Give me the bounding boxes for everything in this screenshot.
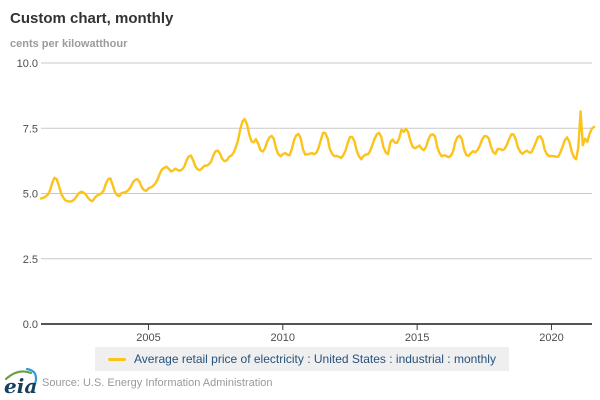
eia-logo: eia — [4, 367, 38, 398]
y-tick-label: 10.0 — [17, 58, 38, 70]
x-tick-label: 2005 — [136, 332, 160, 344]
y-tick-label: 2.5 — [23, 254, 38, 266]
x-tick-label: 2020 — [539, 332, 563, 344]
y-axis-unit-label: cents per kilowatthour — [10, 38, 128, 50]
logo-blue-swoosh — [25, 367, 38, 386]
y-tick-label: 0.0 — [23, 319, 38, 331]
x-tick-label: 2010 — [271, 332, 295, 344]
page-title: Custom chart, monthly — [10, 10, 174, 27]
logo-text: eia — [4, 374, 37, 398]
series-line[interactable] — [39, 110, 596, 203]
legend-item[interactable]: Average retail price of electricity : Un… — [95, 347, 509, 371]
y-tick-label: 5.0 — [23, 189, 38, 201]
legend-line-marker — [108, 358, 127, 361]
source-text: Source: U.S. Energy Information Administ… — [42, 377, 273, 389]
y-tick-label: 7.5 — [23, 123, 38, 135]
legend-label: Average retail price of electricity : Un… — [134, 352, 496, 366]
logo-green-swoosh — [4, 370, 33, 381]
x-tick-label: 2015 — [405, 332, 429, 344]
